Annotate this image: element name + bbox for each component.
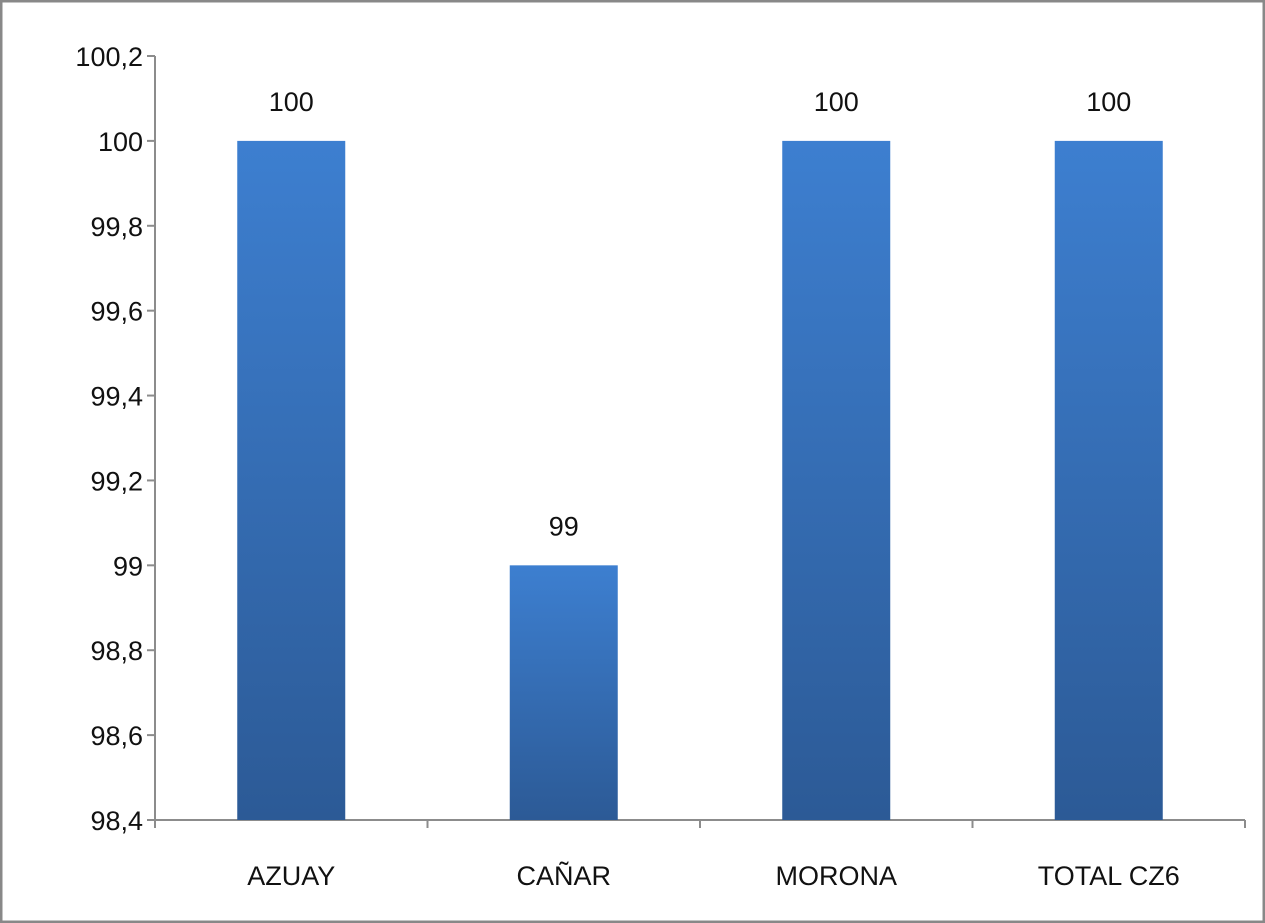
y-tick-label: 99 xyxy=(113,551,143,581)
x-category-label: MORONA xyxy=(776,861,898,891)
bar xyxy=(509,565,618,820)
x-axis: AZUAY CAÑAR MORONA TOTAL CZ6 xyxy=(154,819,1246,891)
y-tick-label: 100 xyxy=(98,127,143,157)
x-category-label: AZUAY xyxy=(247,861,335,891)
y-tick-label: 98,8 xyxy=(90,636,143,666)
y-tick-label: 98,4 xyxy=(90,806,143,836)
y-tick-label: 99,6 xyxy=(90,297,143,327)
bar-data-label: 99 xyxy=(549,511,579,541)
y-tick-label: 98,6 xyxy=(90,721,143,751)
y-axis: 98,4 98,6 98,8 99 99,2 99,4 99,6 99,8 100 100,2 xyxy=(75,42,156,836)
y-tick-label: 99,8 xyxy=(90,212,143,242)
bars xyxy=(237,140,1163,820)
bar-data-label: 100 xyxy=(269,87,314,117)
x-category-label: TOTAL CZ6 xyxy=(1038,861,1180,891)
bar xyxy=(782,140,891,820)
bar xyxy=(1054,140,1163,820)
bar xyxy=(237,140,346,820)
y-tick-label: 99,2 xyxy=(90,466,143,496)
bar-data-label: 100 xyxy=(1086,87,1131,117)
data-labels: 100 99 100 100 xyxy=(269,87,1132,541)
x-category-label: CAÑAR xyxy=(516,860,611,891)
bar-data-label: 100 xyxy=(814,87,859,117)
y-tick-label: 99,4 xyxy=(90,382,143,412)
y-tick-label: 100,2 xyxy=(75,42,143,72)
